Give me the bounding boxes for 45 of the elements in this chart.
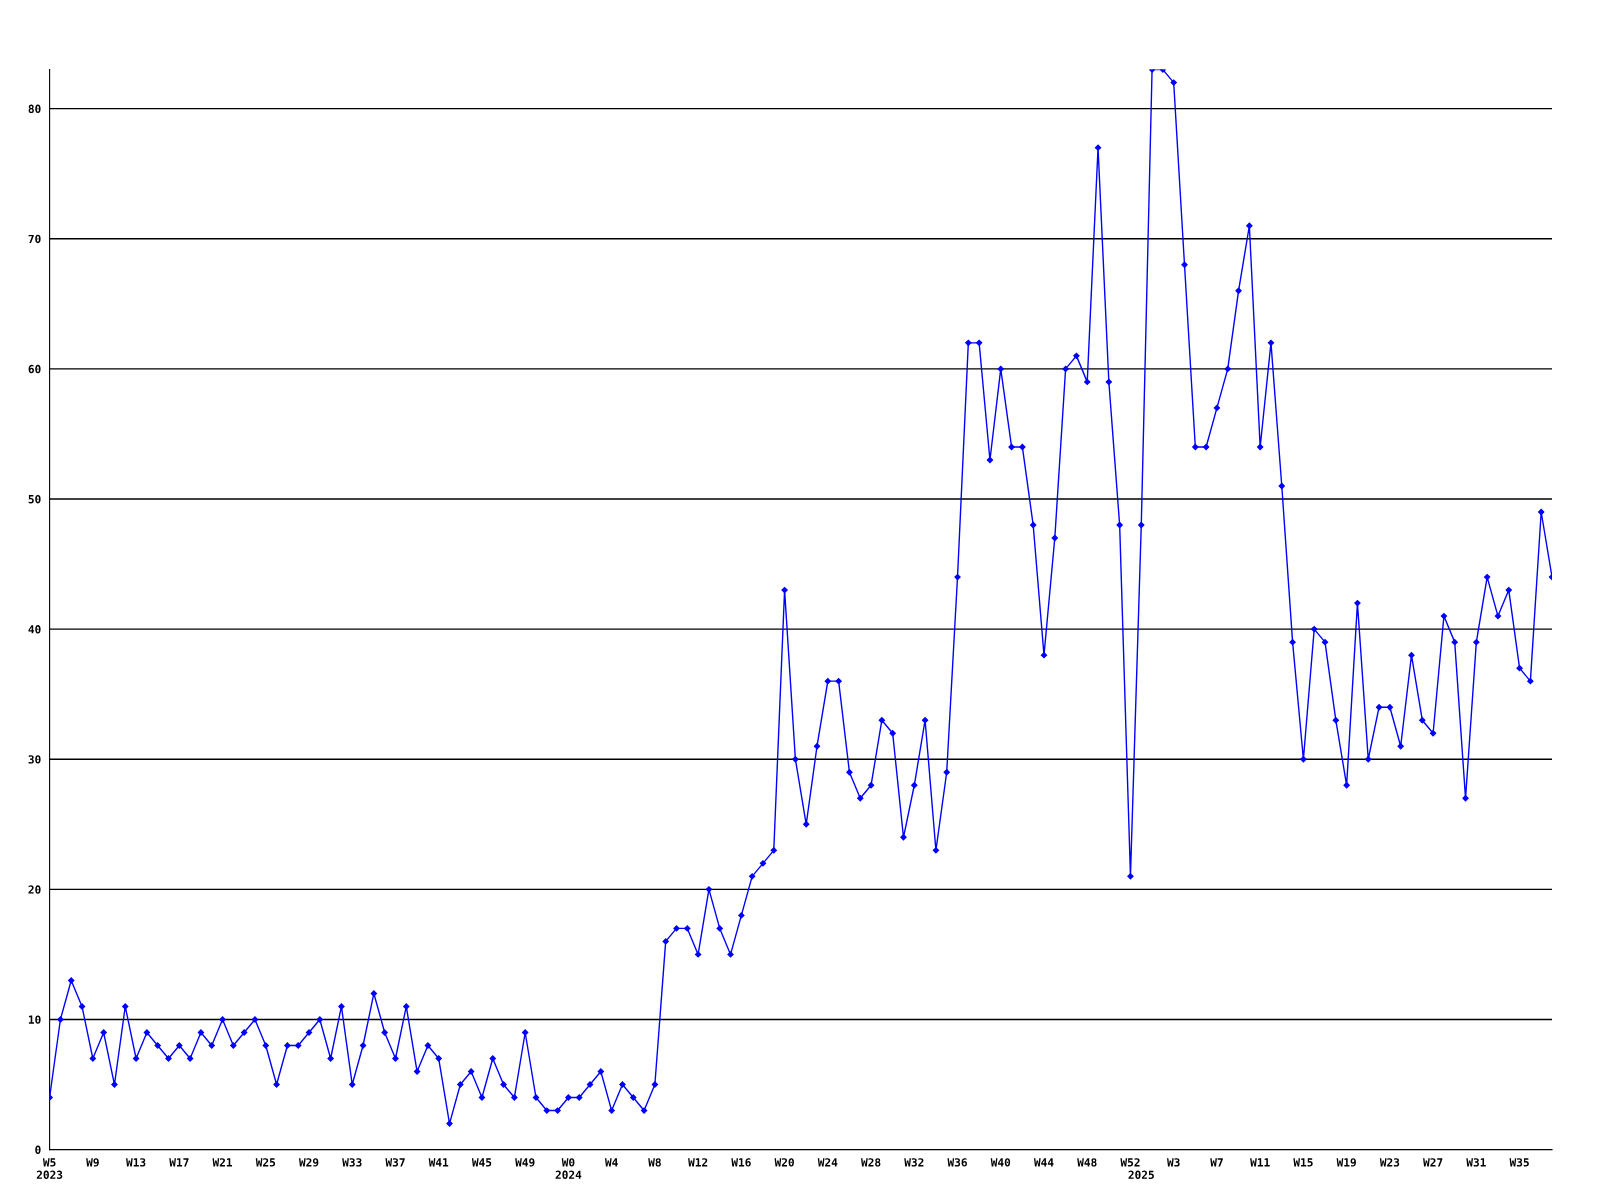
- x-tick-label: W21: [212, 1158, 233, 1167]
- y-tick-label: 40: [28, 625, 41, 634]
- x-tick-label: W35: [1509, 1158, 1529, 1167]
- x-tick-label: W45: [471, 1158, 492, 1167]
- x-tick-label: W44: [1033, 1158, 1054, 1167]
- x-tick-label: W29: [298, 1158, 319, 1167]
- x-tick-label: W16: [731, 1158, 751, 1167]
- x-tick-label: W27: [1423, 1158, 1443, 1167]
- x-tick-label: W33: [342, 1158, 362, 1167]
- x-tick-label: W20: [774, 1158, 794, 1167]
- y-tick-label: 80: [28, 104, 41, 114]
- x-tick-label: W7: [1210, 1158, 1223, 1167]
- y-tick-label: 60: [28, 364, 41, 374]
- x-tick-label: W15: [1293, 1158, 1313, 1167]
- y-tick-label: 20: [28, 885, 41, 894]
- x-tick-label: 2025: [1128, 1170, 1154, 1179]
- x-tick-label: W9: [86, 1158, 99, 1167]
- x-tick-label: W49: [515, 1158, 535, 1167]
- x-tick-label: W52: [1120, 1158, 1140, 1167]
- x-tick-label: W23: [1379, 1158, 1400, 1167]
- x-tick-label: W0 2024: [555, 1158, 582, 1179]
- x-tick-label: W36: [947, 1158, 967, 1167]
- x-tick-label: W32: [904, 1158, 924, 1167]
- x-tick-label: W19: [1336, 1158, 1356, 1167]
- x-tick-label: W48: [1077, 1158, 1097, 1167]
- x-tick-label: W28: [861, 1158, 881, 1167]
- x-tick-label: W24: [817, 1158, 838, 1167]
- x-tick-label: W4: [604, 1158, 618, 1167]
- x-tick-label: W11: [1250, 1158, 1270, 1167]
- x-tick-label: W40: [990, 1158, 1011, 1167]
- x-tick-label: W25: [255, 1158, 276, 1167]
- y-tick-label: 10: [28, 1015, 41, 1024]
- x-tick-label: W13: [126, 1158, 146, 1167]
- x-tick-label: W12: [688, 1158, 708, 1167]
- y-tick-label: 50: [28, 494, 41, 504]
- x-tick-label: W17: [169, 1158, 189, 1167]
- x-tick-label: W37: [385, 1158, 405, 1167]
- y-tick-label: 70: [28, 234, 41, 244]
- y-tick-label: 0: [35, 1145, 41, 1154]
- x-tick-label: W41: [428, 1158, 449, 1167]
- y-tick-label: 30: [28, 755, 41, 764]
- x-tick-label: W3: [1167, 1158, 1180, 1167]
- x-tick-label: W31: [1466, 1158, 1486, 1167]
- x-tick-label: W8: [648, 1158, 661, 1167]
- x-tick-label: W5 2023: [36, 1158, 63, 1179]
